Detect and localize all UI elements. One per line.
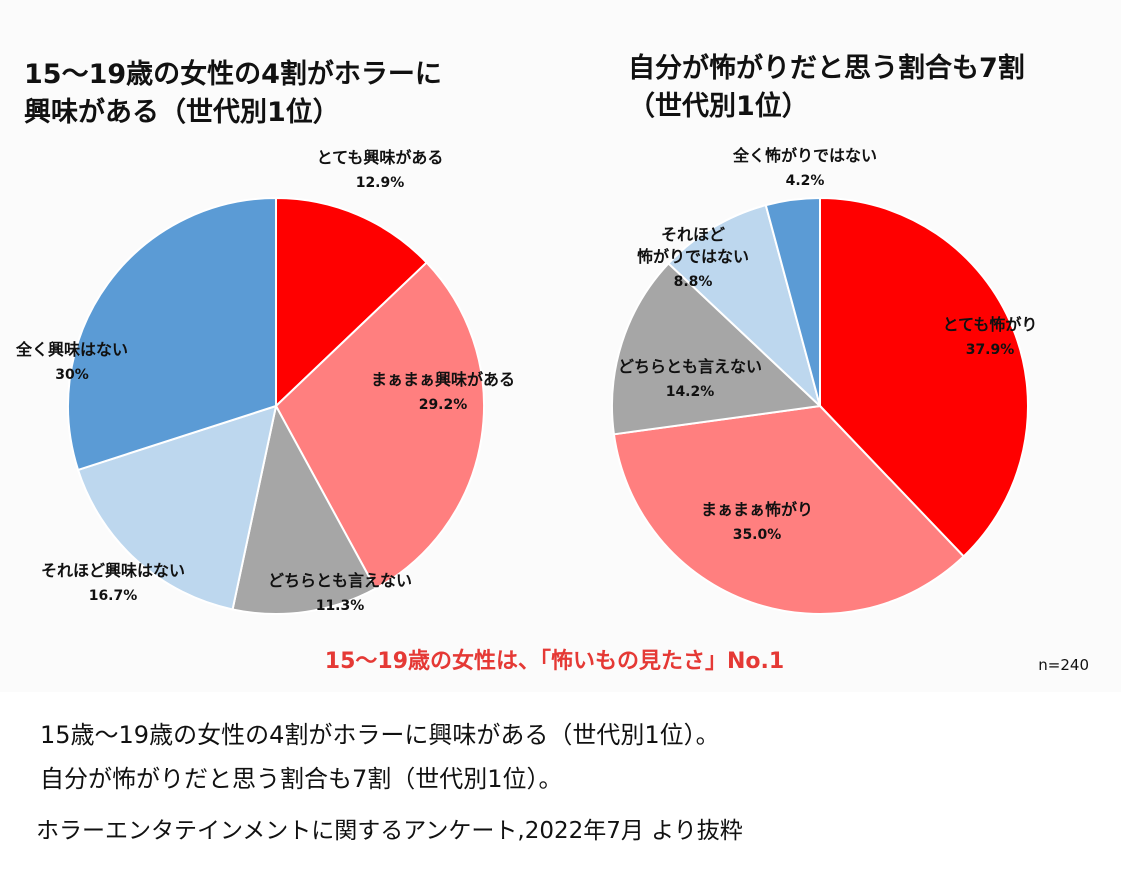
caption-interest: 15歳〜19歳の女性の4割がホラーに興味がある（世代別1位）。 [40, 721, 720, 749]
caption-scaredy: 自分が怖がりだと思う割合も7割（世代別1位）。 [40, 765, 563, 793]
slice-value-label: 4.2% [786, 173, 825, 189]
slice-label: それほど興味はない [41, 561, 185, 580]
slice-value-label: 30% [55, 367, 89, 383]
pie-slice [274, 261, 485, 590]
slice-value-label: 11.3% [316, 598, 365, 614]
slice-value-label: 14.2% [666, 384, 715, 400]
slice-label: とても興味がある [317, 148, 444, 167]
slice-label: とても怖がり [943, 315, 1038, 334]
pie-chart-1: とても興味がある 12.9% まぁまぁ興味がある 29.2% どちらとも言えない 11.3… [15, 148, 515, 615]
pie-slice [667, 203, 822, 410]
pie-slice [612, 404, 966, 615]
pie-chart-2: とても怖がり 37.9% まぁまぁ怖がり 35.0% どちらとも言えない 14.2% それほ… [611, 146, 1038, 615]
pie-slice [76, 404, 278, 611]
slice-value-label: 8.8% [674, 274, 713, 290]
slice-label: 全く興味はない [15, 340, 128, 359]
slice-label: まぁまぁ怖がり [701, 500, 813, 519]
slice-label: 全く怖がりではない [732, 146, 877, 165]
slice-label: それほど怖がりではない [637, 225, 749, 266]
caption-source: ホラーエンタテインメントに関するアンケート,2022年7月 より抜粋 [36, 818, 743, 844]
pie-slice [67, 196, 277, 472]
slice-value-label: 37.9% [966, 342, 1015, 358]
pie-slice [231, 403, 377, 615]
pie-slice [819, 196, 1029, 558]
chart-title-interest: 15〜19歳の女性の4割がホラーに 興味がある（世代別1位） [24, 59, 442, 128]
pie-slice [611, 262, 823, 436]
slice-label: どちらとも言えない [618, 357, 762, 376]
pie-charts: とても興味がある 12.9% まぁまぁ興味がある 29.2% どちらとも言えない 11.3… [15, 146, 1038, 615]
chart-title-scaredy: 自分が怖がりだと思う割合も7割 （世代別1位） [628, 53, 1025, 122]
highlight-text: 15〜19歳の女性は、「怖いもの見たさ」No.1 [324, 649, 785, 674]
slice-label: まぁまぁ興味がある [371, 370, 515, 389]
slice-value-label: 35.0% [733, 527, 782, 543]
slice-value-label: 16.7% [89, 588, 138, 604]
pie-slice [764, 196, 821, 407]
sample-size: n=240 [1038, 656, 1089, 674]
slice-value-label: 29.2% [419, 397, 468, 413]
chart-panel: 15〜19歳の女性の4割がホラーに 興味がある（世代別1位） 自分が怖がりだと思う… [14, 53, 1089, 674]
pie-slice [275, 196, 429, 409]
slice-value-label: 12.9% [356, 175, 405, 191]
slice-label: どちらとも言えない [268, 571, 412, 590]
